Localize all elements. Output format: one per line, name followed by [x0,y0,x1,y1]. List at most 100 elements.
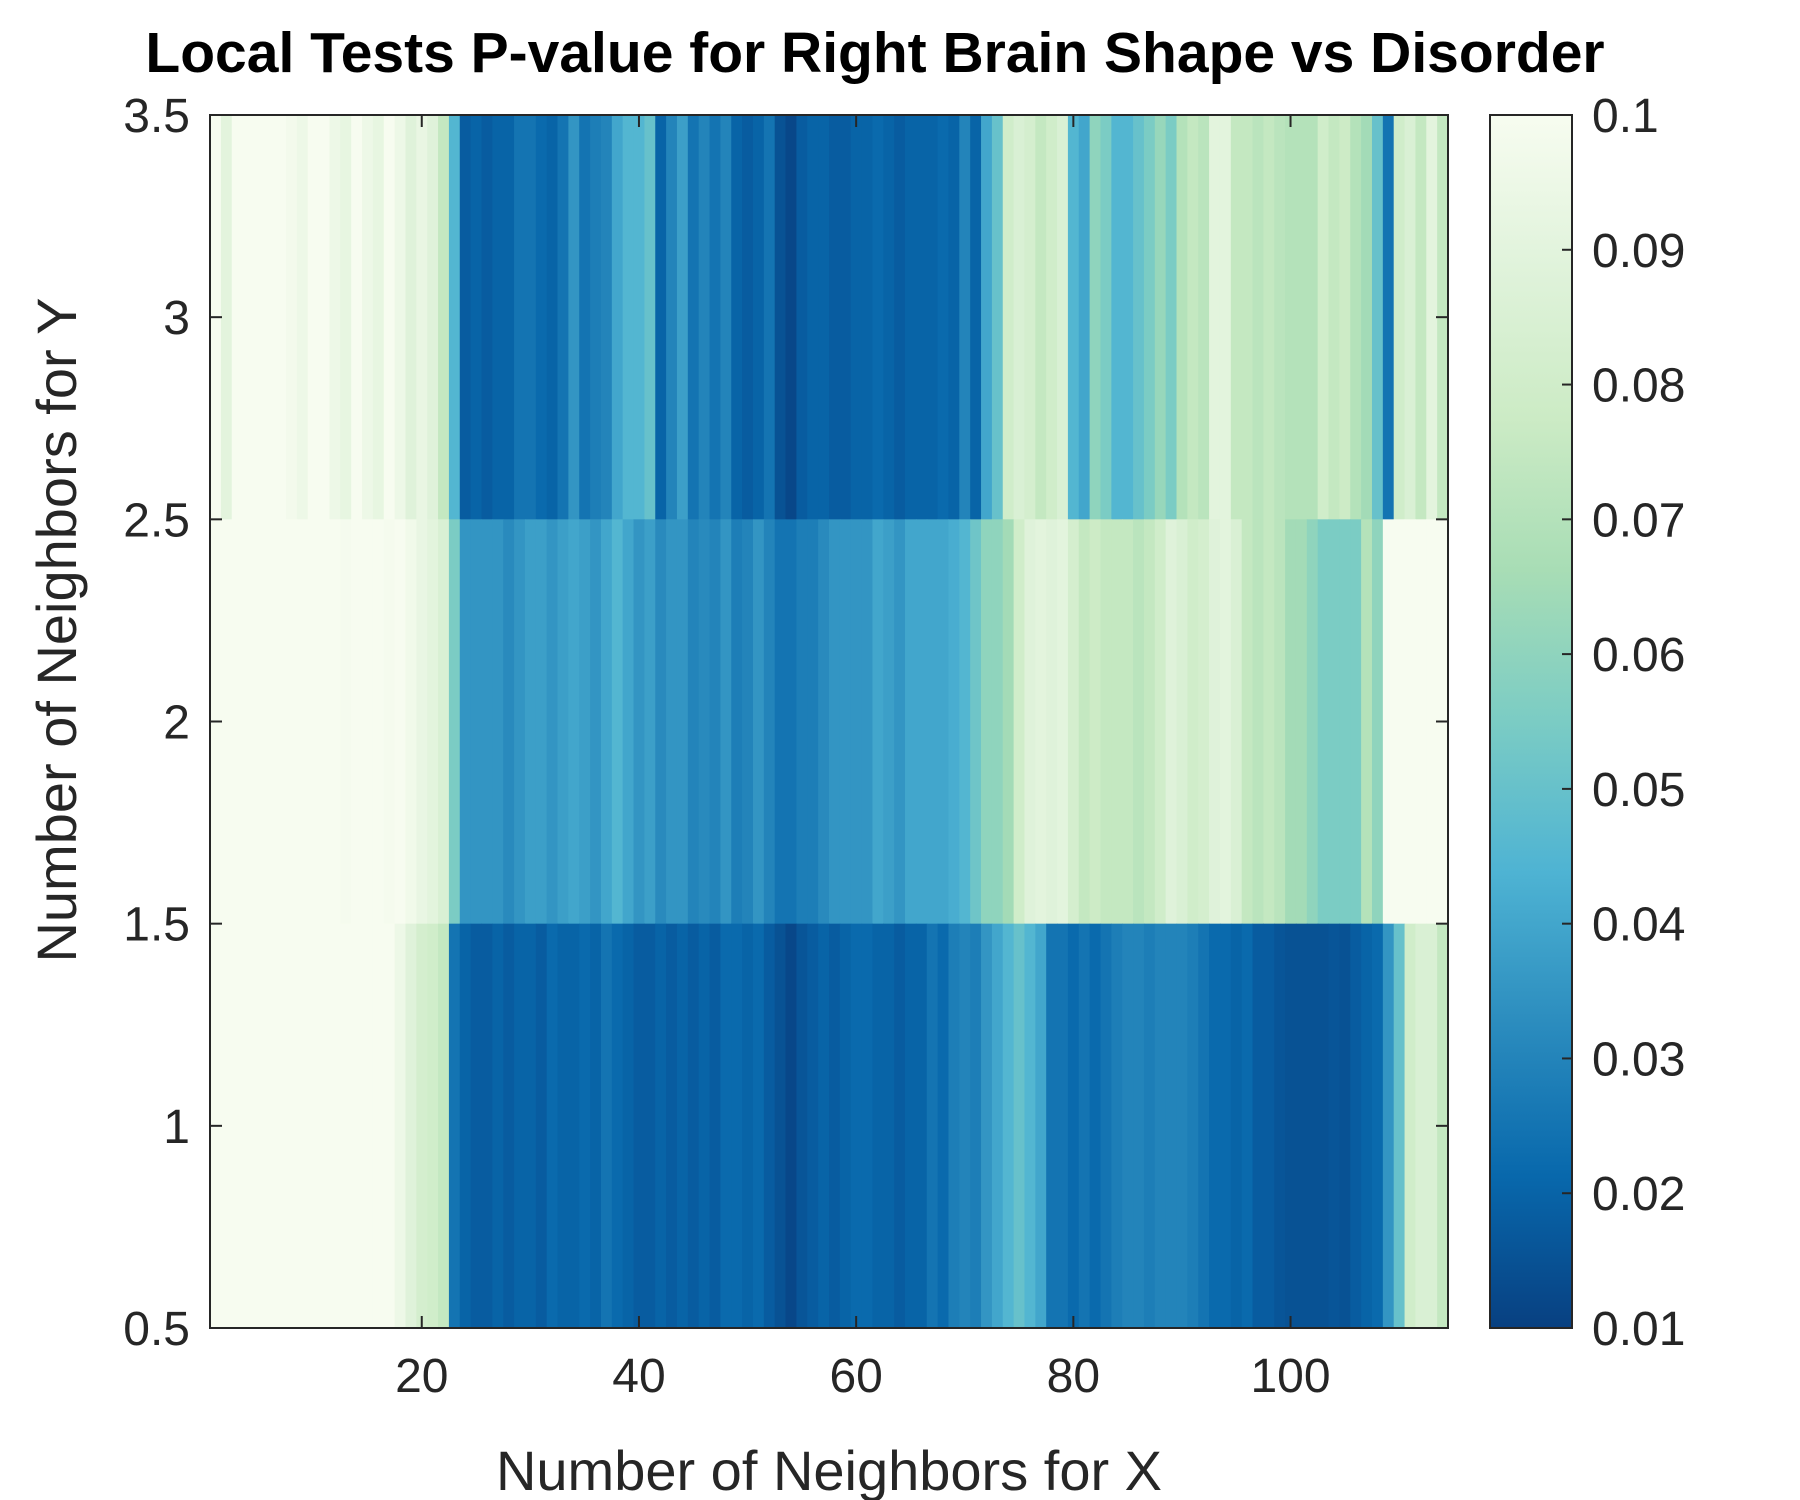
heatmap-cell [1089,519,1102,925]
heatmap-cell [981,519,993,925]
heatmap-cell [481,519,493,925]
heatmap-cell [1230,115,1243,520]
heatmap-cell [1219,115,1232,520]
y-tick-label: 2 [163,697,190,750]
heatmap-cell [839,519,852,925]
heatmap-cell [590,923,602,1329]
x-tick-label: 20 [395,1350,448,1403]
y-tick-label: 1 [163,1101,190,1154]
heatmap-cell [394,519,407,925]
heatmap-cell [731,115,743,520]
heatmap-cell [1285,519,1297,925]
heatmap-cell [1154,923,1167,1329]
heatmap-cell [948,923,960,1329]
colorbar-tick-label: 0.02 [1592,1168,1685,1221]
heatmap-cells [210,115,1449,1329]
x-tick-label: 80 [1047,1350,1100,1403]
heatmap-cell [1067,923,1080,1329]
heatmap-cell [568,519,580,925]
heatmap-cell [362,923,374,1329]
heatmap-cell [1111,519,1123,925]
heatmap-cell [296,115,309,520]
heatmap-cell [752,519,765,925]
heatmap-cell [481,115,493,520]
heatmap-cell [253,519,265,925]
heatmap-cell [1035,115,1047,520]
heatmap-cell [1306,519,1319,925]
heatmap-cell [557,519,569,925]
heatmap-cell [676,115,689,520]
heatmap-cell [981,923,993,1329]
heatmap-cell [242,923,255,1329]
heatmap-cell [1274,115,1286,520]
heatmap-cell [1111,115,1123,520]
heatmap-cell [622,519,635,925]
heatmap-cell [883,923,895,1329]
heatmap-cell [905,115,917,520]
heatmap-cell [937,519,950,925]
heatmap-cell [1187,519,1199,925]
heatmap-cell [1295,115,1308,520]
heatmap-cell [231,923,244,1329]
heatmap-cell [611,519,624,925]
heatmap-cell [970,923,982,1329]
heatmap-cell [492,115,504,520]
heatmap-cell [633,519,645,925]
heatmap-cell [546,923,559,1329]
heatmap-cell [937,923,950,1329]
colorbar-tick-label: 0.07 [1592,494,1685,547]
heatmap-cell [546,115,559,520]
colorbar-tick-label: 0.09 [1592,225,1685,278]
heatmap-cell [1133,519,1145,925]
heatmap-cell [1035,923,1047,1329]
heatmap-cell [329,115,341,520]
heatmap-cell [1219,923,1232,1329]
heatmap-cell [1176,115,1188,520]
heatmap-cell [275,519,287,925]
heatmap-cell [1426,923,1438,1329]
heatmap-cell [1317,519,1330,925]
heatmap-cell [1241,923,1254,1329]
heatmap-cell [1078,923,1091,1329]
heatmap-cell [340,519,352,925]
heatmap-cell [438,519,450,925]
heatmap-cell [600,115,613,520]
heatmap-cell [1198,923,1210,1329]
heatmap-cell [1382,519,1395,925]
heatmap-cell [1252,115,1264,520]
heatmap-cell [1057,519,1069,925]
heatmap-cell [720,115,732,520]
heatmap-cell [644,923,656,1329]
colorbar-tick-label: 0.1 [1592,90,1659,143]
colorbar-tick-label: 0.06 [1592,629,1685,682]
heatmap-cell [1230,519,1243,925]
heatmap-cell [687,923,700,1329]
heatmap-cell [557,115,569,520]
heatmap-cell [1176,519,1188,925]
heatmap-cell [470,519,483,925]
heatmap-cell [438,115,450,520]
heatmap-cell [1002,923,1015,1329]
heatmap-cell [796,923,808,1329]
x-tick-label: 40 [612,1350,665,1403]
heatmap-cell [970,115,982,520]
heatmap-cell [372,923,385,1329]
heatmap-cell [655,519,667,925]
heatmap-cell [655,115,667,520]
heatmap-cell [818,923,830,1329]
heatmap-cell [763,115,776,520]
heatmap-cell [427,923,439,1329]
heatmap-cell [438,923,450,1329]
heatmap-cell [524,115,537,520]
heatmap-cell [915,923,928,1329]
heatmap-cell [1154,519,1167,925]
heatmap-cell [763,923,776,1329]
heatmap-cell [1024,923,1036,1329]
heatmap-cell [742,519,754,925]
heatmap-cell [1328,115,1340,520]
heatmap-cell [275,923,287,1329]
heatmap-cell [1382,115,1395,520]
heatmap-cell [1404,923,1417,1329]
x-tick-label: 100 [1250,1350,1330,1403]
heatmap-cell [514,519,526,925]
